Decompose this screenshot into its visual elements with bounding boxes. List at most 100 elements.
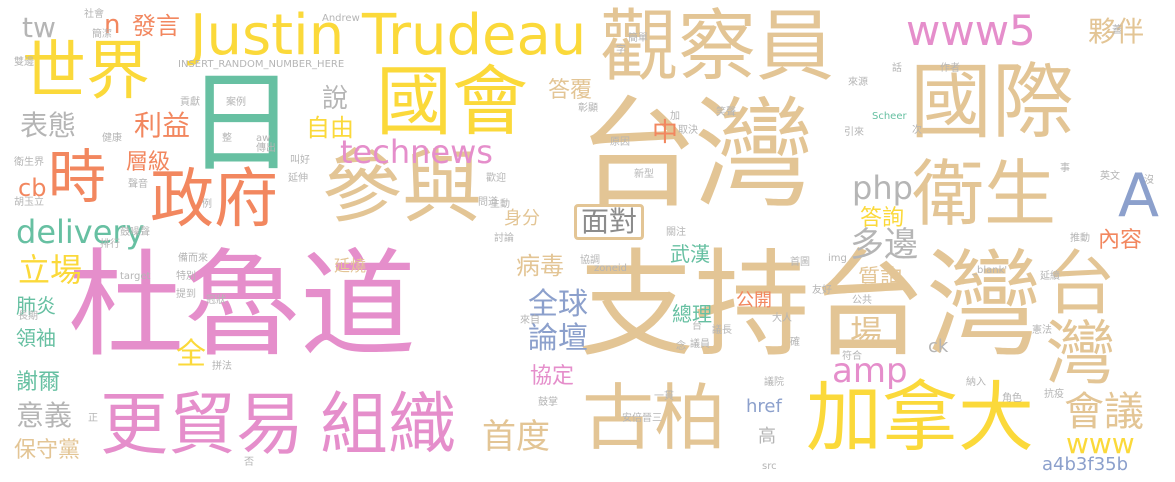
word-que: 確 bbox=[790, 337, 800, 348]
word-gumao-yi: 更貿易 bbox=[100, 386, 305, 465]
word-n: n bbox=[104, 10, 121, 40]
word-yiyi: 意義 bbox=[16, 399, 73, 432]
word-daren: 大人 bbox=[772, 313, 792, 324]
word-gao: 高 bbox=[758, 426, 776, 447]
word-shuo: 說 bbox=[322, 84, 349, 114]
word-guanzhuang: 冠狀 bbox=[206, 295, 226, 306]
word-zhichi-taiwan: 支持台灣 bbox=[578, 238, 1042, 373]
word-jiankang: 健康 bbox=[102, 133, 122, 144]
word-insert-random: INSERT_RANDOM_NUMBER_HERE bbox=[178, 59, 345, 70]
word-neirong: 內容 bbox=[1098, 228, 1143, 253]
word-yiyuan: 議員 bbox=[690, 339, 710, 350]
word-a-big: A bbox=[1118, 161, 1160, 231]
word-beierlai: 備而來 bbox=[178, 253, 208, 264]
word-ck: ck bbox=[928, 336, 949, 357]
word-yanshao: 延燒 bbox=[334, 256, 367, 275]
word-taiwan-big: 台灣 bbox=[578, 86, 814, 225]
word-zoneid: zoneid bbox=[594, 263, 627, 274]
word-ziyou: 自由 bbox=[306, 114, 354, 142]
word-wendao: 問道 bbox=[478, 197, 498, 208]
word-lihan: 例 bbox=[202, 199, 212, 210]
word-laizi: 來自 bbox=[520, 315, 540, 326]
word-href: href bbox=[746, 396, 782, 417]
word-gubo: 古柏 bbox=[582, 376, 727, 460]
word-php: php bbox=[852, 169, 913, 207]
word-jia: 加 bbox=[670, 111, 680, 122]
word-tidao: 提到 bbox=[176, 289, 196, 300]
word-zuzhi: 組織 bbox=[320, 386, 457, 465]
word-zheng: 整 bbox=[222, 133, 232, 144]
word-miandui: 面對 bbox=[574, 204, 645, 240]
word-fuhe: 符合 bbox=[842, 351, 862, 362]
word-dulu-dao: 杜魯道 bbox=[68, 238, 416, 373]
word-zhudong: 主動 bbox=[490, 199, 510, 210]
word-cengji: 層級 bbox=[126, 150, 171, 175]
word-biaotai: 表態 bbox=[20, 109, 77, 142]
word-yiguan: 一貫 bbox=[654, 391, 674, 402]
word-fou: 否 bbox=[244, 457, 254, 468]
word-hua: 話 bbox=[892, 63, 902, 74]
word-baoshou-dang: 保守黨 bbox=[14, 438, 81, 463]
word-quan: 全 bbox=[176, 337, 206, 372]
word-ci: 次 bbox=[912, 125, 922, 136]
word-taolun: 討論 bbox=[494, 233, 514, 244]
word-anli: 案例 bbox=[226, 97, 246, 108]
word-scheer: Scheer bbox=[872, 111, 907, 122]
word-xunwen: 質詢 bbox=[858, 266, 903, 291]
word-duobian: 多邊 bbox=[850, 225, 918, 265]
word-qujue: 取決 bbox=[678, 125, 698, 136]
word-shenfen: 身分 bbox=[504, 208, 540, 229]
word-shuangbian: 雙邊 bbox=[14, 57, 34, 68]
word-youhao: 友好 bbox=[812, 285, 832, 296]
word-gongxian: 貢獻 bbox=[180, 97, 200, 108]
word-ri: 日 bbox=[186, 59, 296, 187]
word-zhangsheng: 鼓掌 bbox=[538, 397, 558, 408]
word-shi-small: 事 bbox=[1060, 163, 1070, 174]
word-technews: technews bbox=[340, 133, 493, 171]
word-anbei: 安倍晉三 bbox=[622, 413, 662, 424]
word-chang: 場 bbox=[850, 313, 883, 351]
word-huoban: 夥伴 bbox=[1088, 15, 1145, 48]
word-zheng2: 正 bbox=[88, 413, 98, 424]
word-yuanyin: 原因 bbox=[610, 137, 630, 148]
word-paihang: 排行 bbox=[100, 239, 120, 250]
word-www5: www5 bbox=[906, 6, 1036, 55]
word-a4b3f35b: a4b3f35b bbox=[1042, 454, 1129, 475]
word-shoutu: 首圖 bbox=[790, 257, 810, 268]
word-kangyi: 抗疫 bbox=[1044, 389, 1064, 400]
word-yinlai: 引來 bbox=[844, 127, 864, 138]
word-gongkai: 公開 bbox=[736, 290, 772, 311]
word-src: src bbox=[762, 461, 777, 472]
word-shi: 時 bbox=[48, 143, 107, 211]
word-tw: tw bbox=[22, 11, 56, 44]
word-xieding: 協定 bbox=[530, 364, 575, 389]
word-mei: 沒 bbox=[1144, 175, 1154, 186]
word-jian: 簡單 bbox=[628, 33, 648, 44]
word-bingdu: 病毒 bbox=[516, 252, 564, 280]
word-nian: 念 bbox=[676, 341, 686, 352]
word-xinxing: 新型 bbox=[634, 169, 654, 180]
word-www: www bbox=[1066, 427, 1135, 460]
word-naru: 納入 bbox=[966, 377, 986, 388]
word-xiaosheng: 笑聲 bbox=[716, 107, 736, 118]
word-guanzhu: 關注 bbox=[666, 227, 686, 238]
word-taiwan-right: 台灣 bbox=[1034, 246, 1116, 386]
word-shehui: 社會 bbox=[84, 9, 104, 20]
word-huiyi: 會議 bbox=[1064, 389, 1144, 435]
word-jiaohao: 叫好 bbox=[290, 155, 310, 166]
word-zi: 字 bbox=[616, 45, 626, 56]
word-luntan: 論壇 bbox=[528, 321, 588, 356]
word-feiyan: 肺炎 bbox=[16, 294, 56, 318]
word-guohui: 國會 bbox=[376, 57, 528, 146]
word-jianada: 加拿大 bbox=[806, 373, 1034, 462]
word-shengyin: 聲音 bbox=[128, 179, 148, 190]
word-wuhan: 武漢 bbox=[670, 242, 710, 266]
word-guoji: 國際 bbox=[910, 55, 1075, 150]
word-delivery: delivery bbox=[16, 213, 145, 251]
word-jianjie: 簡潔 bbox=[92, 29, 112, 40]
word-zhengfu: 政府 bbox=[150, 163, 278, 237]
word-aw: aw bbox=[256, 133, 271, 144]
word-weishengjie: 衛生界 bbox=[14, 157, 44, 168]
word-zuozhe: 作者 bbox=[940, 63, 960, 74]
